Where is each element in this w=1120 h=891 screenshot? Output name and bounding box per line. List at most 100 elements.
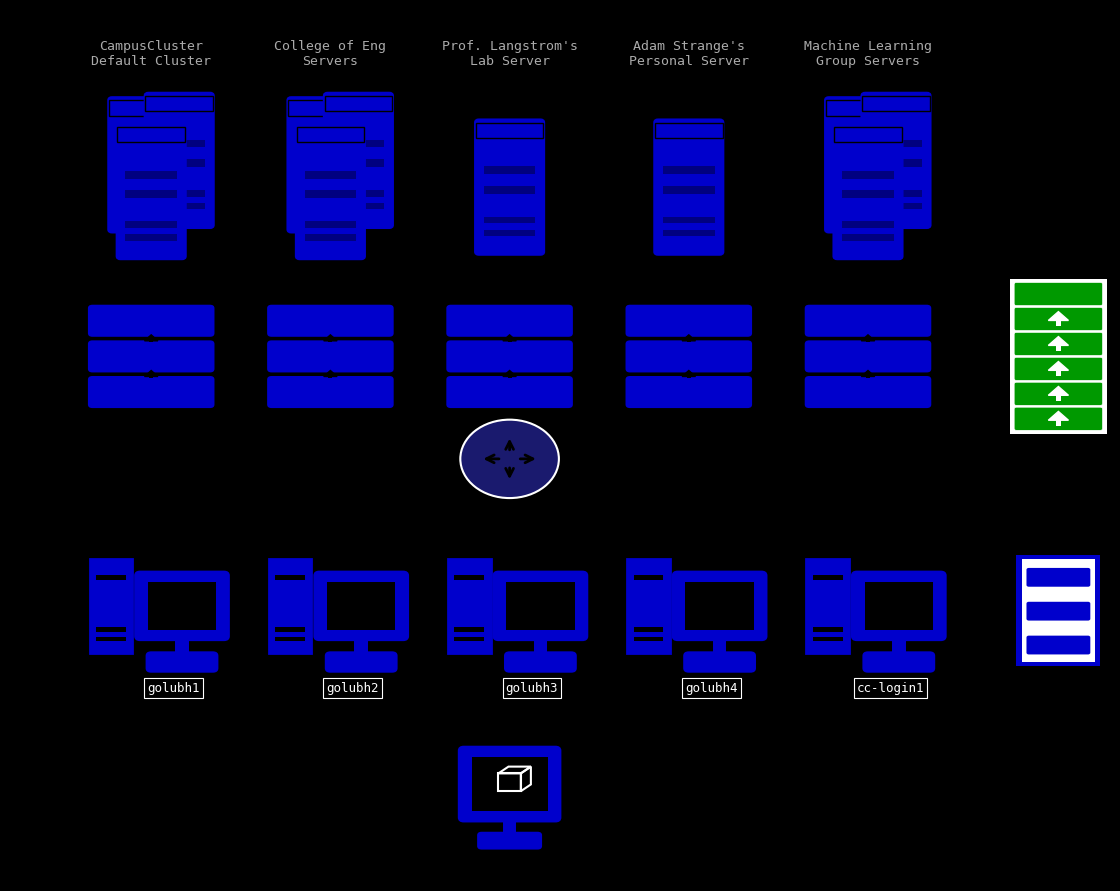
FancyBboxPatch shape — [1021, 560, 1094, 661]
FancyBboxPatch shape — [634, 637, 663, 642]
FancyBboxPatch shape — [276, 637, 305, 642]
FancyBboxPatch shape — [448, 560, 491, 652]
FancyBboxPatch shape — [88, 376, 215, 408]
FancyBboxPatch shape — [712, 636, 726, 656]
FancyBboxPatch shape — [96, 637, 125, 642]
FancyBboxPatch shape — [1015, 357, 1102, 380]
FancyBboxPatch shape — [333, 190, 384, 197]
Polygon shape — [1048, 412, 1068, 421]
FancyBboxPatch shape — [842, 171, 894, 178]
FancyBboxPatch shape — [842, 191, 894, 198]
FancyBboxPatch shape — [627, 560, 670, 652]
FancyBboxPatch shape — [813, 637, 842, 642]
FancyBboxPatch shape — [870, 159, 922, 167]
FancyBboxPatch shape — [834, 127, 902, 143]
Polygon shape — [1048, 387, 1068, 396]
FancyBboxPatch shape — [153, 140, 205, 147]
FancyBboxPatch shape — [88, 305, 215, 337]
FancyBboxPatch shape — [842, 221, 894, 228]
FancyBboxPatch shape — [315, 572, 408, 640]
FancyBboxPatch shape — [305, 171, 356, 178]
FancyBboxPatch shape — [866, 375, 870, 378]
FancyBboxPatch shape — [503, 818, 516, 836]
FancyBboxPatch shape — [305, 234, 356, 241]
FancyBboxPatch shape — [833, 194, 886, 201]
FancyBboxPatch shape — [333, 140, 384, 147]
FancyBboxPatch shape — [533, 636, 547, 656]
FancyBboxPatch shape — [276, 575, 305, 580]
Text: golubh4: golubh4 — [685, 682, 737, 695]
FancyBboxPatch shape — [484, 167, 535, 175]
FancyBboxPatch shape — [862, 95, 930, 111]
FancyBboxPatch shape — [866, 339, 870, 342]
FancyBboxPatch shape — [296, 144, 348, 151]
FancyBboxPatch shape — [1010, 279, 1107, 434]
FancyBboxPatch shape — [477, 832, 542, 850]
FancyBboxPatch shape — [663, 230, 715, 236]
FancyBboxPatch shape — [892, 636, 905, 656]
FancyBboxPatch shape — [333, 159, 384, 167]
FancyBboxPatch shape — [116, 208, 169, 214]
Polygon shape — [682, 335, 696, 341]
FancyBboxPatch shape — [484, 217, 535, 224]
FancyBboxPatch shape — [459, 747, 560, 822]
FancyBboxPatch shape — [1056, 321, 1061, 326]
FancyBboxPatch shape — [842, 234, 894, 241]
FancyBboxPatch shape — [455, 575, 484, 580]
FancyBboxPatch shape — [1056, 421, 1061, 426]
FancyBboxPatch shape — [325, 95, 392, 111]
FancyBboxPatch shape — [870, 203, 922, 209]
FancyBboxPatch shape — [354, 636, 367, 656]
FancyBboxPatch shape — [813, 627, 842, 632]
FancyBboxPatch shape — [333, 203, 384, 209]
FancyBboxPatch shape — [634, 575, 663, 580]
Polygon shape — [682, 371, 696, 377]
FancyBboxPatch shape — [136, 572, 228, 640]
Polygon shape — [861, 371, 875, 377]
FancyBboxPatch shape — [109, 98, 177, 232]
FancyBboxPatch shape — [806, 560, 849, 652]
FancyBboxPatch shape — [125, 191, 177, 198]
FancyBboxPatch shape — [685, 582, 754, 630]
Circle shape — [460, 420, 559, 498]
FancyBboxPatch shape — [146, 95, 213, 111]
FancyBboxPatch shape — [663, 217, 715, 224]
FancyBboxPatch shape — [1056, 346, 1061, 351]
Polygon shape — [503, 371, 516, 377]
FancyBboxPatch shape — [90, 560, 132, 652]
Text: golubh3: golubh3 — [506, 682, 558, 695]
FancyBboxPatch shape — [472, 756, 548, 811]
FancyBboxPatch shape — [833, 164, 886, 171]
FancyBboxPatch shape — [327, 582, 395, 630]
FancyBboxPatch shape — [663, 167, 715, 175]
FancyBboxPatch shape — [296, 208, 348, 214]
FancyBboxPatch shape — [663, 186, 715, 193]
FancyBboxPatch shape — [125, 171, 177, 178]
FancyBboxPatch shape — [118, 127, 185, 143]
Polygon shape — [144, 335, 158, 341]
FancyBboxPatch shape — [476, 122, 543, 138]
FancyBboxPatch shape — [296, 125, 364, 258]
FancyBboxPatch shape — [305, 221, 356, 228]
FancyBboxPatch shape — [446, 340, 573, 372]
FancyBboxPatch shape — [494, 572, 587, 640]
FancyBboxPatch shape — [288, 101, 356, 116]
FancyBboxPatch shape — [455, 627, 484, 632]
FancyBboxPatch shape — [153, 159, 205, 167]
FancyBboxPatch shape — [297, 127, 364, 143]
Text: cc-login1: cc-login1 — [857, 682, 924, 695]
FancyBboxPatch shape — [109, 101, 177, 116]
FancyBboxPatch shape — [1056, 396, 1061, 401]
Polygon shape — [1048, 312, 1068, 321]
FancyBboxPatch shape — [813, 575, 842, 580]
FancyBboxPatch shape — [852, 572, 945, 640]
FancyBboxPatch shape — [1026, 635, 1090, 654]
FancyBboxPatch shape — [804, 305, 931, 337]
Text: Adam Strange's
Personal Server: Adam Strange's Personal Server — [628, 40, 749, 68]
FancyBboxPatch shape — [825, 98, 894, 232]
FancyBboxPatch shape — [267, 305, 393, 337]
Text: College of Eng
Servers: College of Eng Servers — [274, 40, 386, 68]
FancyBboxPatch shape — [484, 186, 535, 193]
Text: Prof. Langstrom's
Lab Server: Prof. Langstrom's Lab Server — [441, 40, 578, 68]
FancyBboxPatch shape — [125, 234, 177, 241]
